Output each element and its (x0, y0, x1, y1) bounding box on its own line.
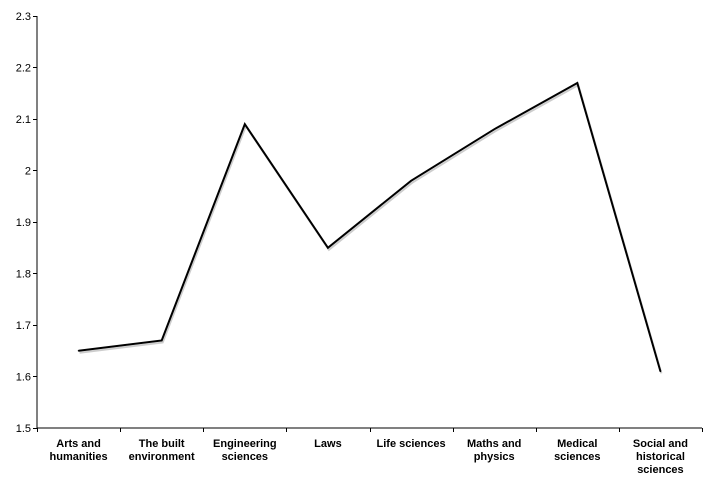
y-tick-label: 1.9 (16, 217, 31, 229)
x-tick-label-line: Maths and (467, 438, 521, 450)
x-tick-label-line: sciences (554, 451, 600, 463)
x-tick-label: Engineering sciences (213, 438, 277, 463)
data-point (160, 339, 163, 342)
y-tick-label: 2.2 (16, 63, 31, 75)
x-tick-label: Social and historical sciences (633, 438, 688, 476)
x-tick-label: The built environment (129, 438, 195, 463)
data-point (410, 180, 412, 182)
x-tick-label-line: Social and (633, 438, 688, 450)
x-tick-label-line: Laws (314, 438, 342, 450)
y-tick-label: 2.3 (16, 11, 31, 23)
x-tick-label-line: The built (139, 438, 185, 450)
data-point (327, 246, 329, 249)
y-axis-ticks: 1.5 1.6 1.7 1.8 1.9 2 2.1 2.2 2.3 (16, 11, 37, 435)
series-line (78, 81, 662, 372)
y-tick-label: 1.7 (16, 320, 31, 332)
axes (36, 16, 702, 429)
x-tick-label-line: environment (129, 451, 195, 463)
y-tick-label: 1.6 (16, 372, 31, 384)
x-tick-label: Maths and physics (467, 438, 521, 463)
x-tick-label: Arts and humanities (50, 438, 108, 463)
data-point (576, 82, 579, 84)
x-tick-label-line: sciences (637, 464, 683, 476)
x-tick-label-line: Medical (557, 438, 597, 450)
x-tick-label-line: Arts and (56, 438, 101, 450)
x-tick-label-line: humanities (50, 451, 108, 463)
y-tick-label: 2 (25, 166, 31, 178)
series-line-shadow (79, 83, 663, 374)
x-tick-label: Medical sciences (554, 438, 600, 463)
x-tick-label-line: Life sciences (377, 438, 446, 450)
series-layer (77, 81, 663, 374)
x-tick-label-line: sciences (222, 451, 268, 463)
data-point (77, 349, 80, 352)
data-point (493, 128, 495, 131)
data-point (659, 370, 662, 373)
data-point (244, 123, 246, 125)
x-tick-label: Life sciences (377, 438, 446, 450)
x-tick-label: Laws (314, 438, 342, 450)
y-tick-label: 1.5 (16, 423, 31, 435)
x-axis-ticks: Arts and humanities The built environment En… (37, 428, 703, 476)
x-tick-label-line: Engineering (213, 438, 277, 450)
y-tick-label: 1.8 (16, 269, 31, 281)
x-tick-label-line: physics (474, 451, 515, 463)
x-tick-label-line: historical (636, 451, 685, 463)
y-tick-label: 2.1 (16, 114, 31, 126)
